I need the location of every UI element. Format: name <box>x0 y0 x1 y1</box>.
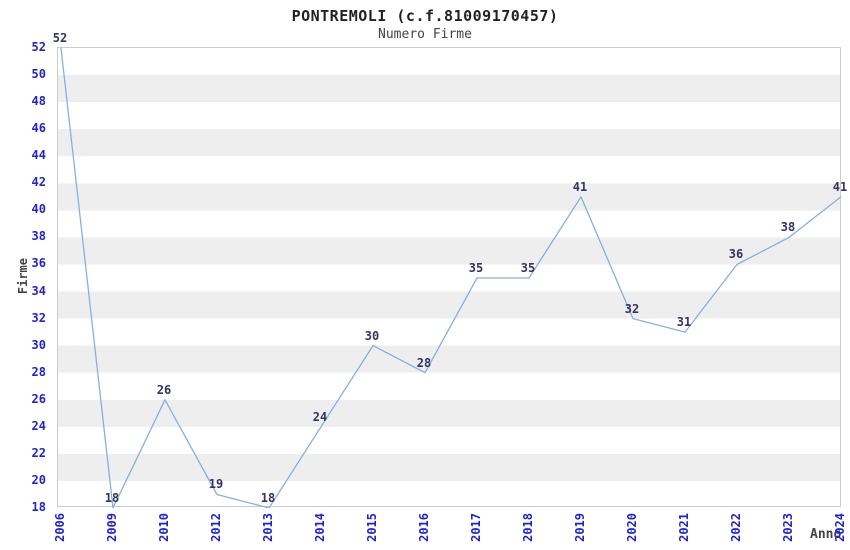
y-axis-title: Firme <box>16 258 30 295</box>
x-tick-label: 2017 <box>469 513 483 542</box>
y-tick-label: 26 <box>31 391 46 406</box>
x-tick-label: 2006 <box>53 513 67 542</box>
x-tick-label: 2014 <box>313 513 327 542</box>
x-tick-label: 2021 <box>677 513 691 542</box>
y-tick-label: 28 <box>31 364 46 379</box>
x-tick-label: 2015 <box>365 513 379 542</box>
x-axis-title: Anno <box>810 527 842 542</box>
y-tick-label: 30 <box>31 337 46 352</box>
y-tick-label: 20 <box>31 472 46 487</box>
chart-subtitle: Numero Firme <box>378 27 472 42</box>
y-tick-label: 50 <box>31 67 46 82</box>
x-tick-label: 2023 <box>781 513 795 542</box>
y-tick-label: 48 <box>31 94 46 109</box>
y-tick-label: 22 <box>31 445 46 460</box>
line-series <box>60 48 842 508</box>
x-tick-label: 2013 <box>261 513 275 542</box>
x-tick-label: 2010 <box>157 513 171 542</box>
y-tick-label: 46 <box>31 121 46 136</box>
y-tick-label: 24 <box>31 418 46 433</box>
x-tick-label: 2022 <box>729 513 743 542</box>
plot-area <box>57 47 842 508</box>
y-tick-label: 18 <box>31 500 46 514</box>
chart-title: PONTREMOLI (c.f.81009170457) <box>291 7 559 25</box>
y-tick-label: 42 <box>31 175 46 190</box>
x-tick-label: 2012 <box>209 513 223 542</box>
x-tick-label: 2016 <box>417 513 431 542</box>
x-tick-label: 2020 <box>625 513 639 542</box>
y-tick-label: 32 <box>31 310 46 325</box>
y-tick-label: 44 <box>31 148 46 163</box>
x-tick-label: 2018 <box>521 513 535 542</box>
y-tick-label: 40 <box>31 202 46 217</box>
x-tick-label: 2019 <box>573 513 587 542</box>
x-tick-label: 2009 <box>105 513 119 542</box>
y-tick-label: 38 <box>31 229 46 244</box>
series-polyline <box>60 48 842 508</box>
